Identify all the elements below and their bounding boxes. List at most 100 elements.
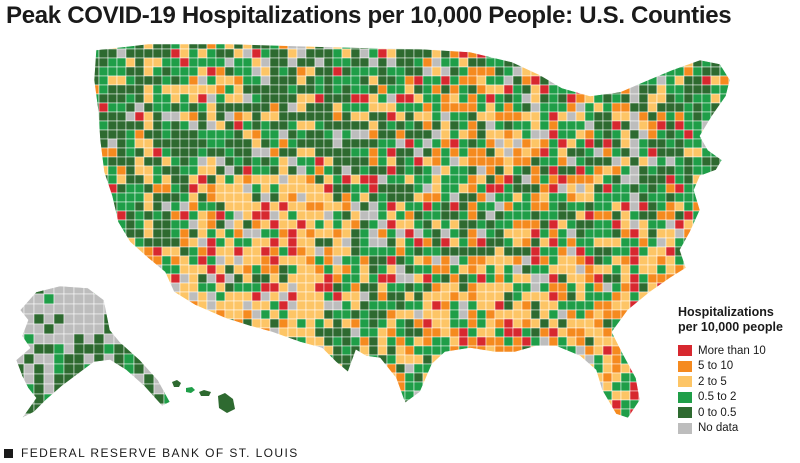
county-cell: [179, 192, 190, 203]
county-cell: [215, 174, 226, 185]
county-cell: [269, 48, 280, 59]
county-cell: [692, 57, 703, 68]
county-cell: [539, 363, 550, 374]
county-cell: [197, 264, 208, 275]
county-cell: [188, 84, 199, 95]
county-cell: [377, 273, 388, 284]
county-cell: [125, 264, 136, 275]
county-cell: [557, 102, 568, 113]
county-cell: [170, 318, 181, 329]
county-cell: [521, 156, 532, 167]
county-cell: [404, 66, 415, 77]
county-cell: [113, 353, 125, 365]
county-cell: [341, 75, 352, 86]
county-cell: [287, 66, 298, 77]
county-cell: [332, 138, 343, 149]
county-cell: [413, 129, 424, 140]
county-cell: [233, 129, 244, 140]
county-cell: [314, 48, 325, 59]
county-cell: [188, 237, 199, 248]
county-cell: [332, 57, 343, 68]
county-cell: [350, 390, 361, 401]
county-cell: [638, 273, 649, 284]
county-cell: [323, 57, 334, 68]
county-cell: [719, 48, 730, 59]
county-cell: [179, 102, 190, 113]
county-cell: [656, 192, 667, 203]
county-cell: [530, 237, 541, 248]
county-cell: [278, 201, 289, 212]
county-cell: [449, 183, 460, 194]
county-cell: [63, 313, 75, 325]
county-cell: [647, 255, 658, 266]
county-cell: [593, 48, 604, 59]
county-cell: [431, 291, 442, 302]
county-cell: [404, 165, 415, 176]
county-cell: [557, 120, 568, 131]
county-cell: [197, 228, 208, 239]
county-cell: [83, 313, 95, 325]
county-cell: [73, 293, 85, 305]
county-cell: [575, 129, 586, 140]
county-cell: [314, 300, 325, 311]
county-cell: [548, 219, 559, 230]
county-cell: [134, 291, 145, 302]
county-cell: [98, 93, 109, 104]
county-cell: [377, 147, 388, 158]
county-cell: [512, 417, 523, 418]
county-cell: [153, 353, 165, 365]
county-cell: [683, 44, 694, 50]
county-cell: [413, 201, 424, 212]
county-cell: [314, 309, 325, 320]
county-cell: [620, 327, 631, 338]
county-cell: [629, 219, 640, 230]
county-cell: [242, 120, 253, 131]
county-cell: [332, 336, 343, 347]
county-cell: [422, 300, 433, 311]
county-cell: [116, 399, 127, 410]
county-cell: [341, 345, 352, 356]
county-cell: [93, 286, 105, 295]
county-cell: [242, 75, 253, 86]
county-cell: [593, 408, 604, 418]
county-cell: [278, 246, 289, 257]
county-cell: [386, 264, 397, 275]
county-cell: [557, 255, 568, 266]
county-cell: [314, 147, 325, 158]
county-cell: [123, 353, 135, 365]
county-cell: [332, 327, 343, 338]
county-cell: [134, 336, 145, 347]
county-cell: [413, 219, 424, 230]
county-cell: [431, 282, 442, 293]
county-cell: [33, 313, 45, 325]
county-cell: [701, 201, 712, 212]
county-cell: [134, 165, 145, 176]
county-cell: [413, 48, 424, 59]
county-cell: [422, 120, 433, 131]
county-cell: [188, 138, 199, 149]
county-cell: [467, 354, 478, 365]
county-cell: [485, 210, 496, 221]
county-cell: [449, 264, 460, 275]
county-cell: [242, 291, 253, 302]
county-cell: [476, 201, 487, 212]
county-cell: [341, 129, 352, 140]
county-cell: [233, 327, 244, 338]
county-cell: [431, 183, 442, 194]
county-cell: [94, 183, 100, 194]
county-cell: [179, 75, 190, 86]
county-cell: [620, 372, 631, 383]
county-cell: [584, 192, 595, 203]
county-cell: [133, 323, 145, 335]
county-cell: [94, 210, 100, 221]
county-cell: [413, 264, 424, 275]
county-cell: [485, 183, 496, 194]
county-cell: [701, 264, 712, 275]
county-cell: [368, 219, 379, 230]
county-cell: [575, 309, 586, 320]
county-cell: [179, 66, 190, 77]
county-cell: [458, 399, 469, 410]
county-cell: [431, 192, 442, 203]
county-cell: [170, 165, 181, 176]
county-cell: [63, 286, 75, 295]
